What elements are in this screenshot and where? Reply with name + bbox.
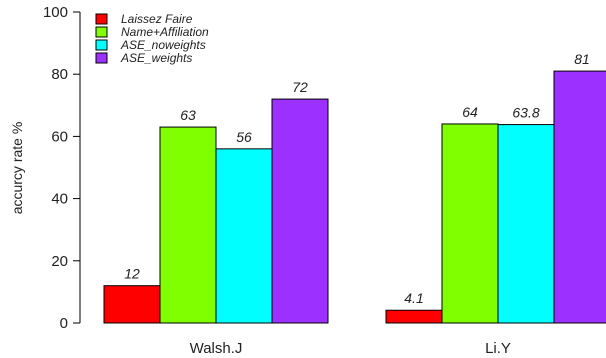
y-tick-label: 60	[51, 128, 68, 145]
y-tick-label: 80	[51, 66, 68, 83]
legend-swatch	[95, 26, 108, 38]
legend-label: Laissez Faire	[121, 12, 193, 26]
bars	[103, 70, 606, 324]
y-tick-label: 0	[60, 315, 68, 332]
y-axis: 0 20 40 60 80 100	[43, 4, 81, 332]
legend-label: Name+Affiliation	[121, 25, 209, 39]
y-tick-label: 20	[51, 253, 68, 270]
legend-swatch	[95, 39, 108, 51]
legend-swatch	[95, 13, 108, 25]
category-labels: Walsh.J Li.Y	[190, 340, 511, 357]
legend-label: ASE_weights	[120, 51, 192, 65]
data-label: 56	[236, 129, 252, 145]
data-label: 63.8	[512, 105, 539, 121]
data-label: 72	[292, 79, 308, 95]
category-label: Li.Y	[485, 340, 511, 357]
data-label: 63	[180, 107, 196, 123]
bar	[553, 70, 606, 324]
data-label: 4.1	[404, 290, 423, 306]
bar	[497, 124, 555, 324]
bar	[159, 126, 217, 324]
data-label: 64	[462, 104, 478, 120]
bar	[441, 123, 499, 324]
data-labels: 12 63 56 72 4.1 64 63.8 81	[124, 51, 590, 306]
legend: Laissez FaireName+AffiliationASE_noweigh…	[95, 12, 209, 65]
bar	[215, 148, 273, 324]
y-tick-label: 100	[43, 4, 68, 21]
legend-swatch	[95, 52, 108, 64]
y-axis-title: accurcy rate %	[9, 122, 25, 215]
data-label: 81	[574, 51, 590, 67]
y-tick-label: 40	[51, 191, 68, 208]
category-label: Walsh.J	[190, 340, 243, 357]
bar	[271, 98, 329, 324]
legend-label: ASE_noweights	[120, 38, 206, 52]
bar	[385, 309, 443, 324]
data-label: 12	[124, 266, 140, 282]
bar	[103, 285, 161, 324]
